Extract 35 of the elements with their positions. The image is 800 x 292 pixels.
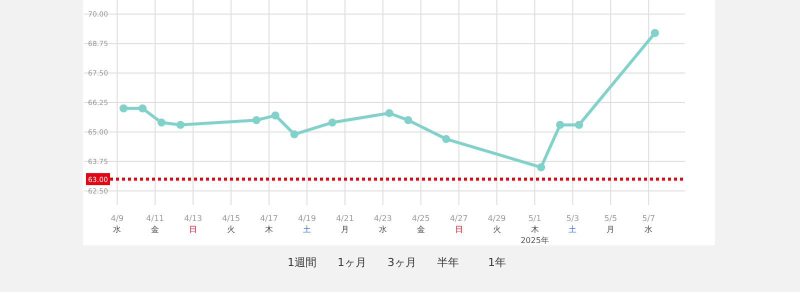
x-tick-label: 4/13 日: [184, 214, 202, 234]
x-tick-label: 4/29 火: [488, 214, 506, 234]
text: 半年: [437, 256, 459, 269]
x-tick-label: 4/9 水: [110, 214, 124, 234]
x-tick-label: 4/19 土: [298, 214, 316, 234]
point: [176, 120, 184, 129]
point: [442, 135, 450, 144]
point: [252, 116, 260, 124]
x-tick-label: 4/21 月: [336, 214, 354, 234]
text: 1年: [488, 256, 506, 269]
point: [385, 109, 394, 118]
point: [404, 116, 412, 124]
point: [138, 104, 147, 112]
point: [575, 120, 584, 129]
point: [556, 120, 564, 129]
x-tick-label: 4/11 金: [146, 214, 164, 234]
point: [537, 163, 546, 172]
x-tick-label: 4/25 金: [412, 214, 430, 234]
text: 1週間: [288, 256, 316, 269]
point: [650, 28, 659, 37]
x-tick-label: 4/15 火: [222, 214, 240, 234]
x-tick-label: 5/3 土: [566, 214, 580, 234]
x-tick-label: 4/27 日: [450, 214, 468, 234]
x-tick-label: 4/17 木: [260, 214, 278, 234]
point: [271, 111, 280, 120]
point: [328, 118, 336, 127]
x-tick-label: 5/5 月: [604, 214, 618, 234]
point: [120, 104, 128, 112]
text: 3ヶ月: [388, 256, 416, 269]
point: [290, 130, 298, 138]
x-tick-label: 5/1 木 2025年: [520, 214, 549, 245]
text: 1ヶ月: [338, 256, 366, 269]
x-tick-label: 5/7 水: [642, 214, 656, 234]
x-tick-label: 4/23 水: [374, 214, 392, 234]
point: [157, 118, 166, 127]
